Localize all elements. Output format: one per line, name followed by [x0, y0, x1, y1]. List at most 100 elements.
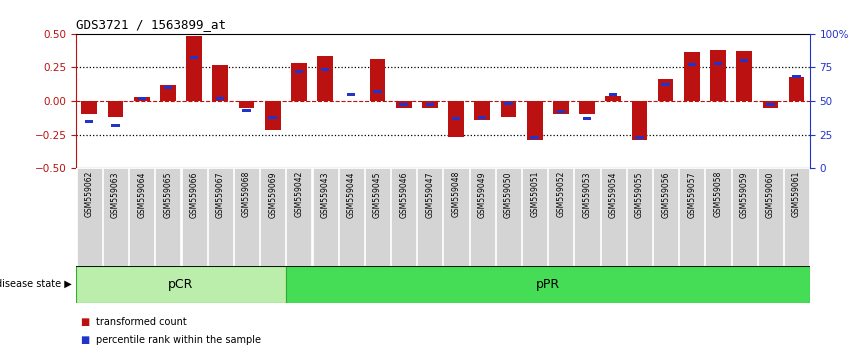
Bar	[339, 168, 364, 266]
Text: GSM559059: GSM559059	[740, 171, 749, 218]
Bar	[449, 101, 464, 137]
Bar	[103, 168, 128, 266]
Text: pCR: pCR	[168, 278, 194, 291]
Bar	[234, 168, 259, 266]
Bar	[216, 97, 224, 100]
Bar	[242, 109, 250, 112]
Bar	[478, 115, 487, 119]
Text: ■: ■	[81, 317, 90, 327]
Bar	[452, 117, 460, 120]
Text: GSM559067: GSM559067	[216, 171, 225, 218]
Text: GSM559053: GSM559053	[583, 171, 591, 218]
Bar	[443, 168, 469, 266]
Bar	[265, 101, 281, 131]
Bar	[710, 50, 726, 101]
Bar	[260, 168, 285, 266]
Bar	[579, 101, 595, 114]
Bar	[391, 168, 417, 266]
Bar	[138, 97, 145, 100]
Bar	[81, 101, 97, 114]
Bar	[370, 59, 385, 101]
Bar	[186, 36, 202, 101]
Text: GSM559063: GSM559063	[111, 171, 120, 218]
Text: GSM559043: GSM559043	[320, 171, 330, 218]
Text: GDS3721 / 1563899_at: GDS3721 / 1563899_at	[76, 18, 226, 31]
Bar	[190, 56, 198, 59]
Text: GSM559060: GSM559060	[766, 171, 775, 218]
Bar	[627, 168, 652, 266]
Text: GSM559042: GSM559042	[294, 171, 303, 217]
Text: GSM559050: GSM559050	[504, 171, 513, 218]
Bar	[658, 79, 674, 101]
Bar	[469, 168, 494, 266]
Bar	[574, 168, 599, 266]
Bar	[527, 101, 542, 140]
Bar	[792, 75, 801, 78]
Bar	[321, 68, 329, 72]
Text: GSM559062: GSM559062	[85, 171, 94, 217]
Bar	[609, 93, 617, 96]
Bar	[583, 117, 591, 120]
Bar	[294, 70, 303, 73]
Text: GSM559065: GSM559065	[164, 171, 172, 218]
Bar	[662, 83, 669, 86]
Bar	[426, 103, 434, 107]
Bar	[688, 63, 696, 66]
Text: GSM559057: GSM559057	[688, 171, 696, 218]
Bar	[365, 168, 390, 266]
Text: GSM559066: GSM559066	[190, 171, 198, 218]
Bar	[208, 168, 233, 266]
Text: GSM559045: GSM559045	[373, 171, 382, 218]
Bar	[134, 97, 150, 101]
Bar	[531, 136, 539, 139]
Bar	[417, 168, 443, 266]
Bar	[736, 51, 752, 101]
Bar	[684, 52, 700, 101]
Text: GSM559056: GSM559056	[661, 171, 670, 218]
Text: ■: ■	[81, 335, 90, 345]
Text: GSM559061: GSM559061	[792, 171, 801, 217]
Bar	[522, 168, 547, 266]
Bar	[766, 103, 774, 107]
Bar	[763, 101, 779, 108]
Text: GSM559046: GSM559046	[399, 171, 408, 218]
Bar	[605, 96, 621, 101]
Text: GSM559052: GSM559052	[556, 171, 565, 217]
Bar	[160, 85, 176, 101]
Bar	[286, 266, 810, 303]
Bar	[239, 101, 255, 108]
Bar	[85, 120, 94, 122]
Text: percentile rank within the sample: percentile rank within the sample	[96, 335, 262, 345]
Bar	[789, 77, 805, 101]
Bar	[347, 93, 355, 96]
Bar	[784, 168, 809, 266]
Bar	[636, 136, 643, 139]
Text: GSM559048: GSM559048	[451, 171, 461, 217]
Bar	[714, 62, 722, 65]
Bar	[77, 168, 102, 266]
Bar	[601, 168, 626, 266]
Bar	[373, 90, 382, 93]
Text: disease state ▶: disease state ▶	[0, 279, 72, 289]
Bar	[706, 168, 731, 266]
Bar	[107, 101, 123, 117]
Bar	[268, 115, 277, 119]
Text: GSM559064: GSM559064	[137, 171, 146, 218]
Bar	[557, 110, 565, 113]
Bar	[182, 168, 207, 266]
Text: GSM559069: GSM559069	[268, 171, 277, 218]
Bar	[164, 86, 172, 89]
Bar	[732, 168, 757, 266]
Text: GSM559049: GSM559049	[478, 171, 487, 218]
Text: GSM559051: GSM559051	[530, 171, 540, 217]
Bar	[631, 101, 647, 140]
Bar	[740, 59, 748, 62]
Bar	[553, 101, 569, 114]
Bar	[291, 63, 307, 101]
Bar	[422, 101, 437, 108]
Text: GSM559044: GSM559044	[346, 171, 356, 218]
Bar	[399, 103, 408, 107]
Bar	[504, 102, 513, 105]
Bar	[548, 168, 573, 266]
Bar	[155, 168, 180, 266]
